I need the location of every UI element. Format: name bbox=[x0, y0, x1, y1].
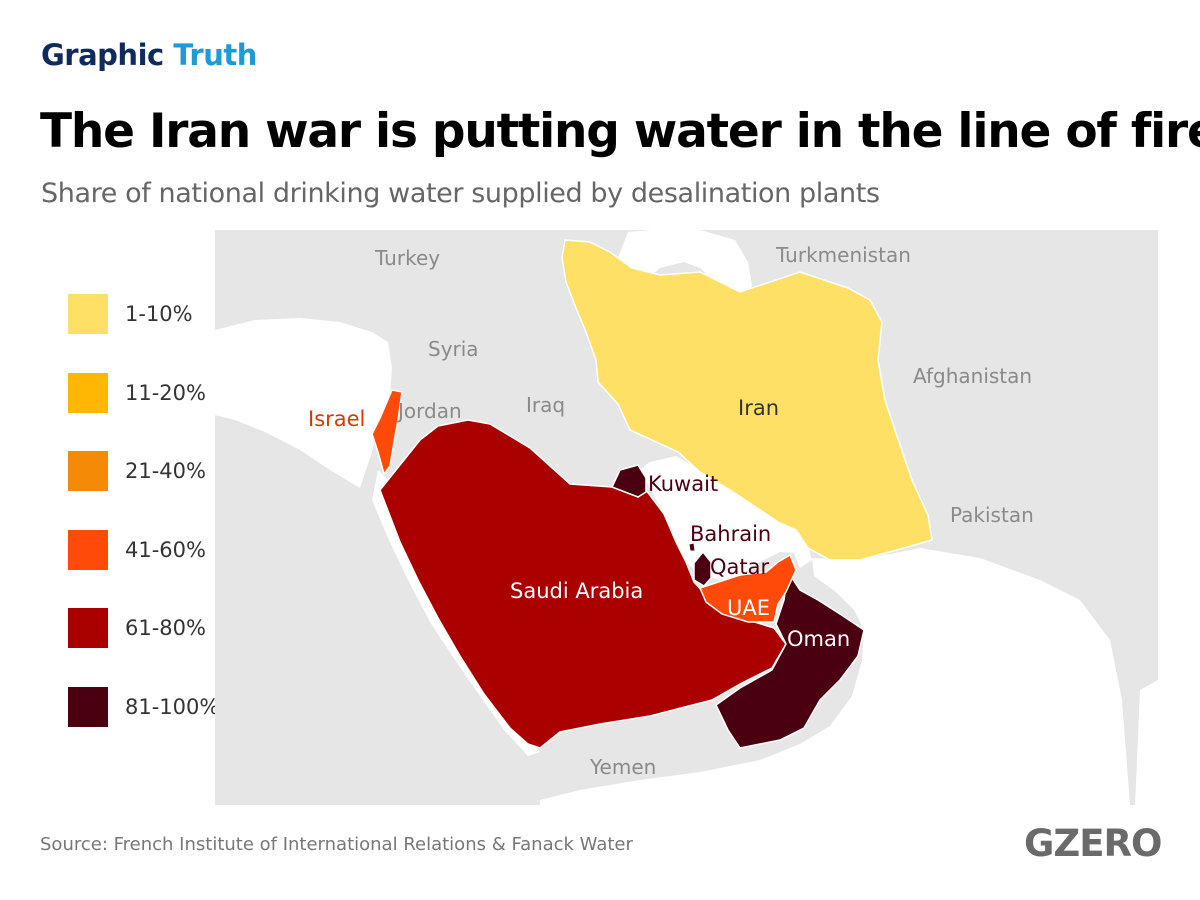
legend-label: 61-80% bbox=[125, 616, 206, 640]
kuwait-shape bbox=[610, 464, 647, 498]
legend-label: 1-10% bbox=[125, 302, 193, 326]
label-pakistan: Pakistan bbox=[950, 503, 1034, 527]
iran-shape bbox=[561, 239, 933, 561]
bahrain-shape bbox=[688, 542, 696, 552]
legend-label: 81-100% bbox=[125, 695, 220, 719]
label-qatar: Qatar bbox=[710, 555, 770, 579]
label-turkmenistan: Turkmenistan bbox=[775, 243, 911, 267]
gzero-logo: GZERO bbox=[1024, 822, 1162, 865]
oman-shape bbox=[715, 569, 865, 749]
label-afghanistan: Afghanistan bbox=[913, 364, 1032, 388]
brand-graphic: Graphic bbox=[41, 38, 164, 72]
arabian-sea bbox=[760, 548, 1130, 805]
label-turkey: Turkey bbox=[374, 246, 440, 270]
choropleth bbox=[371, 239, 933, 749]
country-labels: Iran Israel UAE Saudi Arabia Kuwait Bahr… bbox=[308, 396, 850, 651]
label-uae: UAE bbox=[727, 596, 770, 620]
israel-shape bbox=[371, 389, 403, 476]
label-iran: Iran bbox=[738, 396, 779, 420]
label-jordan: Jordan bbox=[396, 399, 462, 423]
label-iraq: Iraq bbox=[526, 393, 565, 417]
legend-label: 21-40% bbox=[125, 459, 206, 483]
mediterranean-sea bbox=[215, 318, 392, 488]
bay-of-bengal bbox=[1135, 680, 1158, 805]
legend-swatch bbox=[68, 451, 108, 491]
map-panel: Turkey Turkmenistan Syria Afghanistan Jo… bbox=[215, 230, 1158, 805]
legend-swatch bbox=[68, 608, 108, 648]
label-yemen: Yemen bbox=[589, 755, 656, 779]
legend-swatch bbox=[68, 373, 108, 413]
uae-shape bbox=[698, 553, 797, 623]
label-syria: Syria bbox=[428, 337, 479, 361]
brand-header: Graphic Truth bbox=[41, 38, 257, 72]
brand-truth: Truth bbox=[173, 38, 257, 72]
label-kuwait: Kuwait bbox=[648, 472, 718, 496]
legend-swatch bbox=[68, 687, 108, 727]
gulf-of-aden bbox=[540, 760, 760, 805]
context-labels: Turkey Turkmenistan Syria Afghanistan Jo… bbox=[374, 243, 1034, 779]
label-bahrain: Bahrain bbox=[690, 522, 771, 546]
legend-swatch bbox=[68, 294, 108, 334]
qatar-shape bbox=[693, 550, 712, 587]
label-oman: Oman bbox=[787, 627, 850, 651]
legend-label: 41-60% bbox=[125, 538, 206, 562]
persian-gulf bbox=[640, 456, 812, 580]
map-svg: Turkey Turkmenistan Syria Afghanistan Jo… bbox=[215, 230, 1158, 805]
page-title: The Iran war is putting water in the lin… bbox=[40, 104, 1200, 159]
legend-label: 11-20% bbox=[125, 381, 206, 405]
saudi-arabia-shape bbox=[379, 419, 787, 749]
legend-swatch bbox=[68, 530, 108, 570]
label-israel: Israel bbox=[308, 407, 365, 431]
source-note: Source: French Institute of Internationa… bbox=[40, 834, 633, 855]
seas bbox=[215, 230, 1158, 805]
label-saudi-arabia: Saudi Arabia bbox=[510, 579, 643, 603]
page-subtitle: Share of national drinking water supplie… bbox=[41, 178, 880, 209]
